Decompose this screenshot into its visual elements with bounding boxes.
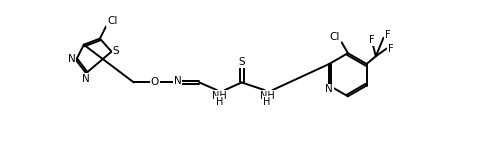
- Text: S: S: [113, 46, 120, 56]
- Text: F: F: [388, 44, 393, 54]
- Text: N: N: [82, 74, 90, 84]
- Text: NH: NH: [260, 91, 274, 100]
- Text: N: N: [326, 84, 333, 94]
- Text: Cl: Cl: [107, 16, 118, 26]
- Text: O: O: [151, 77, 159, 87]
- Text: F: F: [384, 30, 390, 40]
- Text: N: N: [174, 76, 182, 86]
- Text: Cl: Cl: [329, 32, 340, 42]
- Text: NH: NH: [212, 91, 227, 100]
- Text: S: S: [238, 57, 245, 67]
- Text: F: F: [369, 35, 375, 45]
- Text: H: H: [215, 97, 223, 107]
- Text: N: N: [68, 54, 75, 64]
- Text: H: H: [263, 97, 271, 107]
